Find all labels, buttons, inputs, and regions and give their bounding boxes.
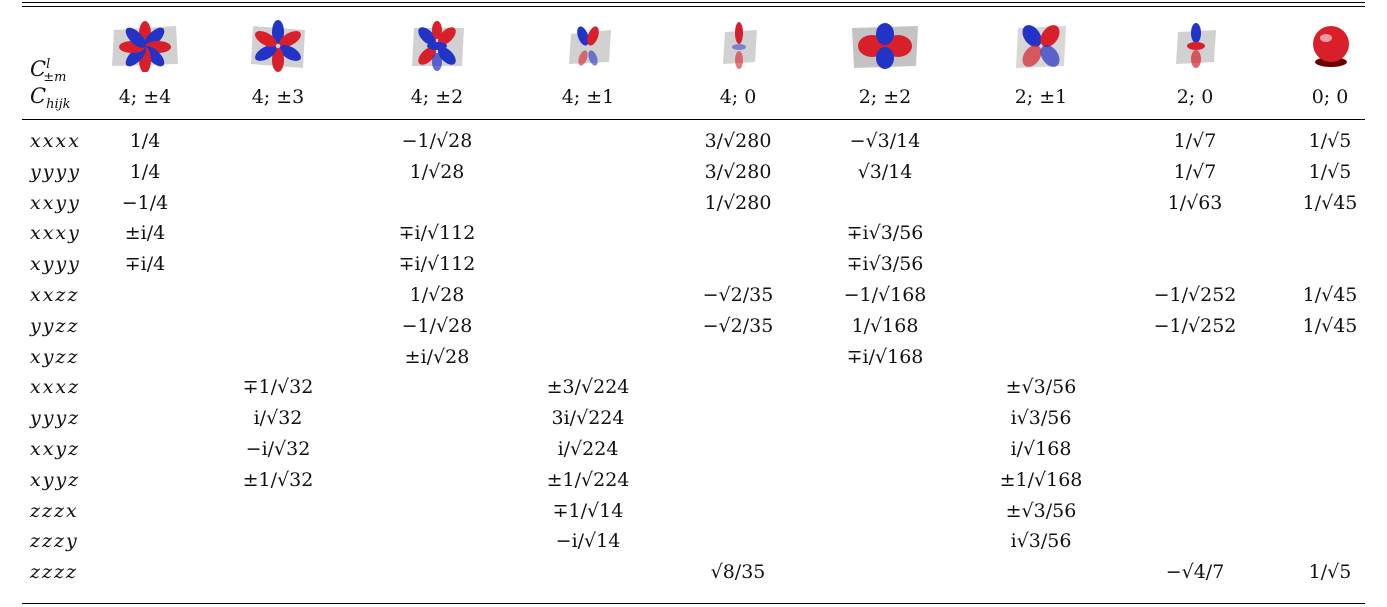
row-label: xyyy bbox=[30, 253, 81, 276]
table-cell: −√2/35 bbox=[702, 284, 774, 306]
table-top-rule-inner bbox=[22, 6, 1365, 7]
column-header: 2; 0 bbox=[1176, 86, 1214, 108]
column-header: 4; ±4 bbox=[118, 86, 172, 108]
table-cell: −1/√168 bbox=[843, 284, 927, 306]
table-cell: −i/√32 bbox=[245, 438, 311, 460]
row-label: xxzz bbox=[30, 284, 80, 306]
table-cell: 1/√28 bbox=[409, 284, 465, 306]
table-cell: 3i/√224 bbox=[551, 407, 625, 430]
table-cell: 1/√5 bbox=[1308, 160, 1352, 183]
table-cell: −1/√252 bbox=[1153, 284, 1237, 306]
column-header: 4; ±1 bbox=[561, 86, 615, 108]
table-cell: 1/√7 bbox=[1173, 160, 1217, 183]
orbital-4-pm1-icon bbox=[553, 20, 623, 72]
row-label: xyzz bbox=[30, 345, 80, 368]
row-label: yyyz bbox=[30, 407, 81, 430]
table-cell: i/√168 bbox=[1010, 438, 1072, 460]
table-cell: 1/√45 bbox=[1302, 284, 1358, 306]
orbital-4-0-icon bbox=[703, 20, 773, 72]
table-cell: −√2/35 bbox=[702, 314, 774, 337]
row-label: zzzy bbox=[30, 530, 79, 553]
column-header: 2; ±2 bbox=[858, 86, 912, 108]
table-cell: −√3/14 bbox=[849, 130, 921, 152]
table-cell: −1/√28 bbox=[401, 314, 473, 337]
table-cell: 1/√28 bbox=[409, 160, 465, 183]
orbital-2-0-icon bbox=[1160, 20, 1230, 72]
table-bottom-rule bbox=[22, 603, 1365, 604]
orbital-4-pm3-icon bbox=[243, 20, 313, 72]
table-cell: ±1/√224 bbox=[546, 468, 630, 491]
row-label: xxxx bbox=[30, 130, 81, 152]
table-cell: 3/√280 bbox=[704, 130, 772, 152]
header-label-c-hijk: Chijk bbox=[30, 84, 71, 113]
table-cell: 1/√7 bbox=[1173, 130, 1217, 152]
table-cell: ∓i/√112 bbox=[398, 222, 476, 245]
table-cell: ∓i/√112 bbox=[398, 253, 476, 276]
table-cell: i√3/56 bbox=[1010, 407, 1072, 430]
table-cell: 3/√280 bbox=[704, 160, 772, 183]
table-cell: ∓i√3/56 bbox=[846, 222, 924, 245]
table-cell: ∓1/√32 bbox=[242, 376, 314, 399]
table-cell: ±√3/56 bbox=[1005, 376, 1077, 399]
table-cell: 1/4 bbox=[129, 130, 161, 152]
row-label: xxxy bbox=[30, 222, 81, 245]
table-cell: 1/√45 bbox=[1302, 314, 1358, 337]
table-cell: −√4/7 bbox=[1165, 561, 1225, 584]
row-label: xxxz bbox=[30, 376, 81, 399]
table-cell: ∓i√3/56 bbox=[846, 253, 924, 276]
table-cell: 1/√5 bbox=[1308, 561, 1352, 584]
table-cell: √3/14 bbox=[857, 160, 913, 183]
table-cell: −i/√14 bbox=[555, 530, 621, 553]
orbital-2-pm1-icon bbox=[1006, 20, 1076, 72]
table-cell: ±i/4 bbox=[124, 222, 166, 245]
table-top-rule bbox=[22, 2, 1365, 3]
header-label-c-lm: Cl±m bbox=[30, 57, 67, 86]
table-cell: −1/√28 bbox=[401, 130, 473, 152]
orbital-4-pm4-icon bbox=[110, 20, 180, 72]
row-label: yyyy bbox=[30, 160, 81, 183]
table-cell: 1/4 bbox=[129, 160, 161, 183]
table-cell: ∓1/√14 bbox=[552, 499, 624, 522]
orbital-2-pm2-icon bbox=[850, 20, 920, 72]
column-header: 0; 0 bbox=[1311, 86, 1349, 108]
row-label: zzzx bbox=[30, 499, 79, 522]
row-label: zzzz bbox=[30, 561, 79, 584]
table-cell: −1/4 bbox=[121, 191, 169, 214]
table-cell: ∓i/√168 bbox=[846, 345, 924, 368]
table-cell: 1/√5 bbox=[1308, 130, 1352, 152]
table-cell: ±i/√28 bbox=[404, 345, 470, 368]
table-cell: √8/35 bbox=[710, 561, 766, 584]
table-cell: ±1/√168 bbox=[999, 468, 1083, 491]
table-cell: ±1/√32 bbox=[242, 468, 314, 491]
table-cell: −1/√252 bbox=[1153, 314, 1237, 337]
column-header: 4; ±2 bbox=[410, 86, 464, 108]
table-cell: ±√3/56 bbox=[1005, 499, 1077, 522]
table-cell: ±3/√224 bbox=[546, 376, 630, 399]
orbital-4-pm2-icon bbox=[402, 20, 472, 72]
orbital-0-0-icon bbox=[1295, 20, 1365, 72]
column-header: 2; ±1 bbox=[1014, 86, 1068, 108]
row-label: xyyz bbox=[30, 468, 81, 491]
row-label: xxyy bbox=[30, 191, 81, 214]
column-header: 4; ±3 bbox=[251, 86, 305, 108]
table-cell: 1/√63 bbox=[1167, 191, 1223, 214]
table-cell: i/√224 bbox=[557, 438, 619, 460]
table-header-rule bbox=[22, 119, 1365, 120]
row-label: yyzz bbox=[30, 314, 80, 337]
row-label: xxyz bbox=[30, 438, 81, 460]
column-header: 4; 0 bbox=[719, 86, 757, 108]
table-cell: ∓i/4 bbox=[124, 253, 166, 276]
table-cell: 1/√45 bbox=[1302, 191, 1358, 214]
table-cell: 1/√168 bbox=[851, 314, 919, 337]
table-cell: 1/√280 bbox=[704, 191, 772, 214]
table-cell: i/√32 bbox=[253, 407, 303, 430]
table-cell: i√3/56 bbox=[1010, 530, 1072, 553]
